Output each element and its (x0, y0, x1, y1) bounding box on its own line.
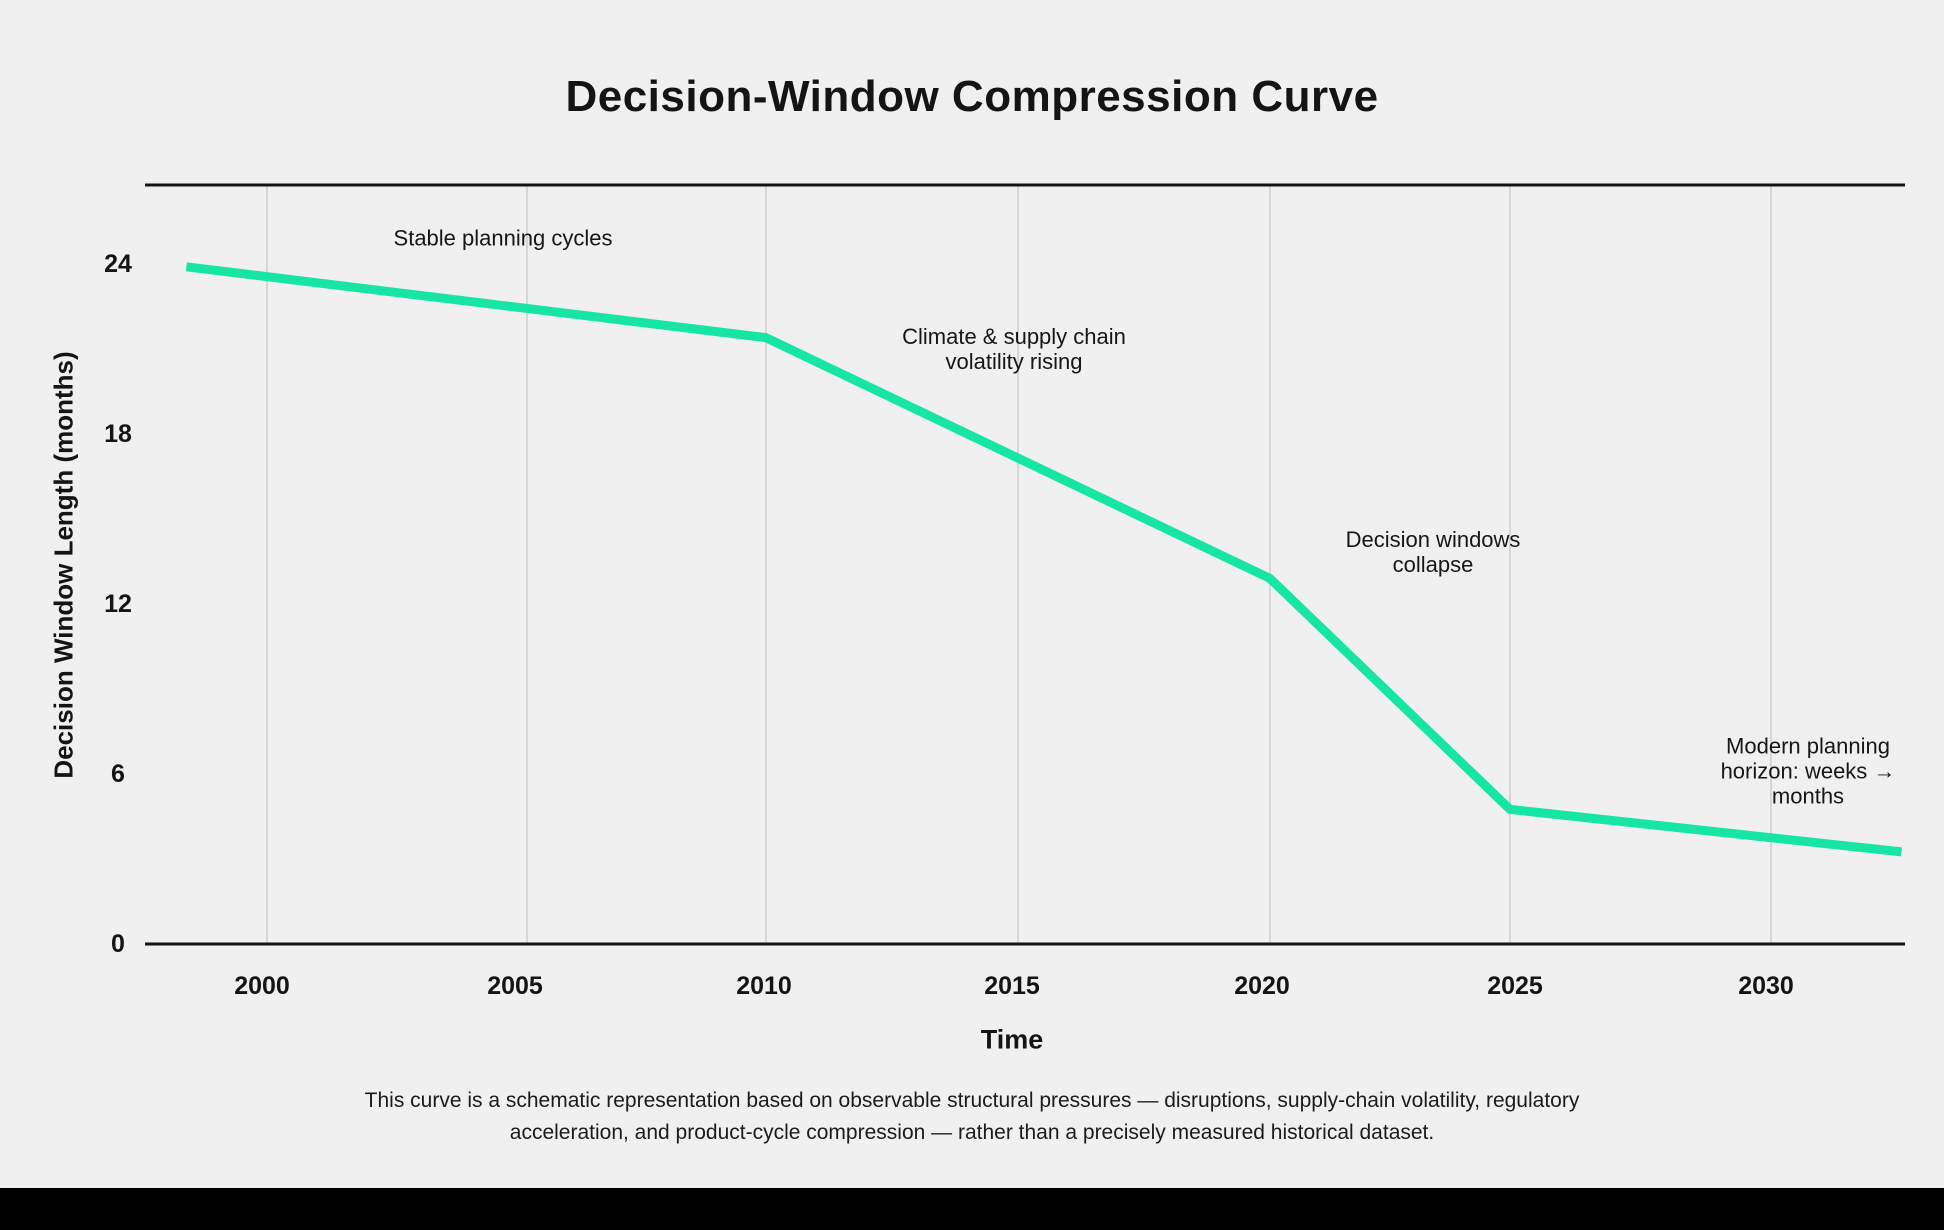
annotation-line: horizon: weeks → (1720, 758, 1896, 784)
x-tick-2015: 2015 (984, 972, 1040, 1000)
x-tick-2020: 2020 (1234, 972, 1290, 1000)
annotation-stable-planning: Stable planning cycles (394, 226, 613, 251)
annotation-line: Modern planning (1726, 733, 1890, 759)
x-tick-2005: 2005 (487, 972, 543, 1000)
x-axis-title: Time (980, 1024, 1044, 1055)
chart-title: Decision-Window Compression Curve (565, 72, 1379, 121)
annotation-line: Decision windows (1345, 527, 1521, 552)
annotation-windows-collapse: Decision windows collapse (1346, 527, 1521, 577)
annotation-modern-horizon: Modern planning horizon: weeks → months (1721, 734, 1896, 809)
y-tick-18: 18 (104, 420, 132, 448)
y-tick-12: 12 (104, 590, 132, 618)
footnote-caption: This curve is a schematic representation… (0, 1085, 1944, 1149)
annotation-line: collapse (1392, 552, 1474, 577)
x-tick-2000: 2000 (234, 972, 290, 1000)
annotation-line: Climate & supply chain (902, 324, 1126, 349)
y-tick-6: 6 (111, 760, 125, 788)
annotation-line: volatility rising (945, 349, 1083, 374)
y-tick-24: 24 (104, 250, 132, 278)
bottom-black-bar (0, 1188, 1944, 1230)
annotation-line: Stable planning cycles (393, 225, 613, 251)
x-tick-2030: 2030 (1738, 972, 1794, 1000)
series-line (185, 262, 1902, 857)
y-tick-0: 0 (111, 930, 125, 958)
annotation-line: months (1771, 783, 1845, 809)
annotation-climate-volatility: Climate & supply chain volatility rising (902, 324, 1126, 374)
gridlines-group (266, 186, 1772, 944)
x-tick-2010: 2010 (736, 972, 792, 1000)
footnote-line-1: This curve is a schematic representation… (364, 1089, 1580, 1112)
footnote-line-2: acceleration, and product-cycle compress… (509, 1121, 1435, 1144)
x-tick-2025: 2025 (1487, 972, 1543, 1000)
y-axis-title: Decision Window Length (months) (48, 351, 79, 779)
